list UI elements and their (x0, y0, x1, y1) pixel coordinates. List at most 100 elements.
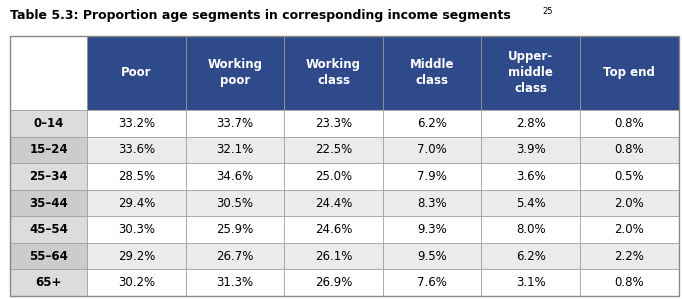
Text: 0.5%: 0.5% (614, 170, 644, 183)
Text: 0.8%: 0.8% (614, 117, 644, 130)
Text: Top end: Top end (604, 66, 655, 80)
Bar (87, 190, 186, 216)
Bar (580, 137, 679, 163)
Bar (481, 190, 580, 216)
Text: 25.9%: 25.9% (216, 223, 254, 236)
Text: Upper-
middle
class: Upper- middle class (508, 51, 553, 95)
Bar (383, 137, 481, 163)
Bar (186, 36, 284, 110)
Text: 32.1%: 32.1% (216, 144, 254, 156)
Bar (10, 163, 87, 190)
Text: 7.6%: 7.6% (417, 276, 447, 289)
Bar (10, 190, 87, 216)
Text: 45–54: 45–54 (29, 223, 68, 236)
Bar (481, 243, 580, 269)
Bar (10, 269, 87, 296)
Bar (481, 110, 580, 137)
Text: 9.5%: 9.5% (417, 250, 447, 263)
Text: 28.5%: 28.5% (118, 170, 155, 183)
Text: 0–14: 0–14 (33, 117, 64, 130)
Text: 33.2%: 33.2% (118, 117, 155, 130)
Bar (186, 216, 284, 243)
Bar (383, 216, 481, 243)
Bar (284, 269, 383, 296)
Bar (87, 110, 186, 137)
Bar (383, 163, 481, 190)
Text: 30.2%: 30.2% (118, 276, 155, 289)
Bar (284, 163, 383, 190)
Text: 26.7%: 26.7% (216, 250, 254, 263)
Text: 25–34: 25–34 (29, 170, 68, 183)
Text: 25.0%: 25.0% (315, 170, 352, 183)
Text: Working
poor: Working poor (207, 58, 263, 87)
Bar (580, 269, 679, 296)
Text: Table 5.3: Proportion age segments in corresponding income segments: Table 5.3: Proportion age segments in co… (10, 9, 511, 22)
Bar (284, 137, 383, 163)
Text: Middle
class: Middle class (410, 58, 454, 87)
Bar (580, 190, 679, 216)
Text: 2.2%: 2.2% (614, 250, 644, 263)
Text: Working
class: Working class (306, 58, 361, 87)
Bar (383, 190, 481, 216)
Bar (87, 137, 186, 163)
Bar (383, 110, 481, 137)
Bar (10, 216, 87, 243)
Text: 33.6%: 33.6% (118, 144, 155, 156)
Text: 8.0%: 8.0% (516, 223, 546, 236)
Bar (383, 269, 481, 296)
Text: 34.6%: 34.6% (216, 170, 254, 183)
Text: 6.2%: 6.2% (516, 250, 546, 263)
Bar (186, 269, 284, 296)
Text: 2.0%: 2.0% (614, 223, 644, 236)
Text: 2.0%: 2.0% (614, 196, 644, 210)
Text: 22.5%: 22.5% (315, 144, 352, 156)
Bar (186, 190, 284, 216)
Bar (87, 243, 186, 269)
Text: 0.8%: 0.8% (614, 144, 644, 156)
Bar (284, 190, 383, 216)
Bar (87, 163, 186, 190)
Text: 9.3%: 9.3% (417, 223, 447, 236)
Text: 0.8%: 0.8% (614, 276, 644, 289)
Text: 33.7%: 33.7% (216, 117, 254, 130)
Bar (284, 243, 383, 269)
Bar (87, 216, 186, 243)
Text: 26.9%: 26.9% (315, 276, 352, 289)
Text: 55–64: 55–64 (29, 250, 68, 263)
Text: 31.3%: 31.3% (216, 276, 254, 289)
Text: 23.3%: 23.3% (315, 117, 352, 130)
Text: 65+: 65+ (35, 276, 62, 289)
Bar (186, 110, 284, 137)
Text: 3.1%: 3.1% (516, 276, 546, 289)
Text: 30.3%: 30.3% (118, 223, 155, 236)
Bar (10, 36, 87, 110)
Text: 6.2%: 6.2% (417, 117, 447, 130)
Text: 15–24: 15–24 (29, 144, 68, 156)
Text: 30.5%: 30.5% (216, 196, 254, 210)
Text: 26.1%: 26.1% (315, 250, 352, 263)
Bar (580, 110, 679, 137)
Text: 29.2%: 29.2% (118, 250, 155, 263)
Bar (383, 36, 481, 110)
Text: 7.9%: 7.9% (417, 170, 447, 183)
Bar (186, 163, 284, 190)
Text: Poor: Poor (121, 66, 151, 80)
Bar (481, 269, 580, 296)
Bar (284, 36, 383, 110)
Bar (481, 137, 580, 163)
Text: 2.8%: 2.8% (516, 117, 546, 130)
Bar (10, 243, 87, 269)
Text: 7.0%: 7.0% (417, 144, 447, 156)
Bar (284, 216, 383, 243)
Bar (10, 110, 87, 137)
Text: 24.6%: 24.6% (315, 223, 352, 236)
Bar (580, 216, 679, 243)
Text: 8.3%: 8.3% (417, 196, 447, 210)
Bar (481, 163, 580, 190)
Bar (580, 243, 679, 269)
Bar (87, 36, 186, 110)
Text: 25: 25 (542, 7, 552, 16)
Bar (580, 163, 679, 190)
Bar (481, 36, 580, 110)
Bar (383, 243, 481, 269)
